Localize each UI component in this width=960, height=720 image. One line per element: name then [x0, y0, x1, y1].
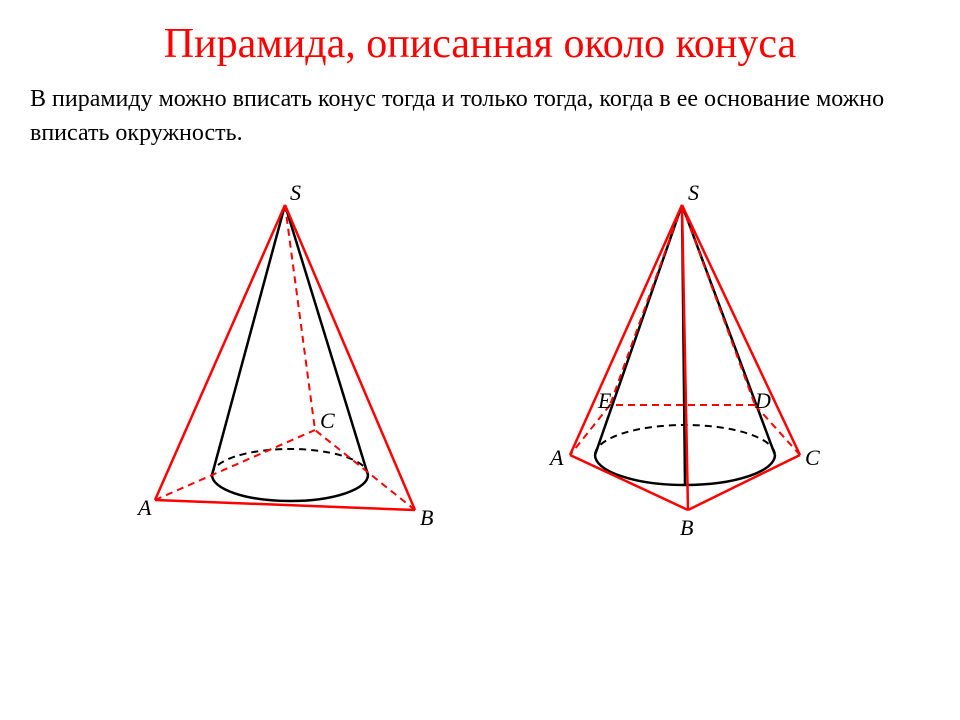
- triangular-pyramid-svg: S A B C: [90, 180, 470, 560]
- label-S2: S: [688, 180, 699, 205]
- figure-pentagonal-pyramid: S A B C D E: [510, 180, 870, 560]
- label-B: B: [420, 505, 433, 530]
- label-C: C: [320, 408, 335, 433]
- label-B2: B: [680, 515, 693, 540]
- label-S: S: [290, 180, 301, 205]
- description-text: В пирамиду можно вписать конус тогда и т…: [30, 83, 930, 150]
- label-E2: E: [597, 388, 612, 413]
- label-A: A: [136, 495, 152, 520]
- figure-triangular-pyramid: S A B C: [90, 180, 470, 560]
- label-C2: C: [805, 445, 820, 470]
- cone-slant-left: [212, 205, 285, 475]
- edge-BC2: [688, 455, 800, 510]
- label-A2: A: [548, 445, 564, 470]
- edge-AC: [155, 430, 315, 500]
- label-D2: D: [754, 388, 771, 413]
- edge-AB2: [570, 455, 688, 510]
- cone-base-front: [212, 475, 368, 501]
- figures-container: S A B C: [30, 180, 930, 560]
- edge-SC2: [682, 205, 800, 455]
- pentagonal-pyramid-svg: S A B C D E: [510, 180, 870, 560]
- edge-SB: [285, 205, 415, 510]
- edge-SA2: [570, 205, 682, 455]
- cone-slant-right: [285, 205, 368, 475]
- page-title: Пирамида, описанная около конуса: [30, 20, 930, 68]
- edge-SA: [155, 205, 285, 500]
